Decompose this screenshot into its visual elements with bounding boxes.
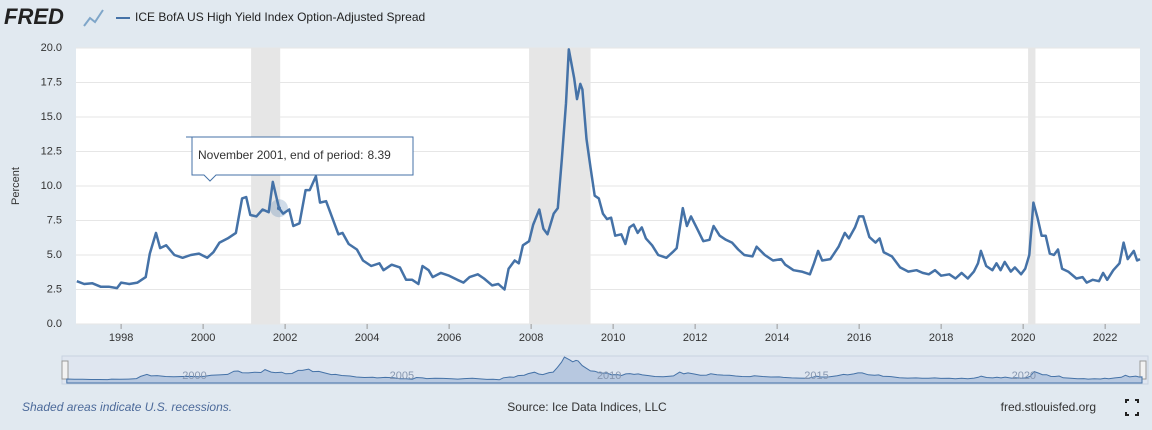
x-tick-label: 2014 xyxy=(765,332,789,344)
y-tick-label: 12.5 xyxy=(41,145,62,157)
legend-label: ICE BofA US High Yield Index Option-Adju… xyxy=(135,10,425,24)
logo-icon xyxy=(83,9,104,27)
y-tick-label: 10.0 xyxy=(41,180,62,192)
logo: FRED xyxy=(4,4,64,29)
x-tick-label: 2004 xyxy=(355,332,379,344)
tooltip: November 2001, end of period: 8.39 xyxy=(186,136,414,182)
tooltip-label: November 2001, end of period: xyxy=(198,148,363,162)
recession-note: Shaded areas indicate U.S. recessions. xyxy=(22,400,232,414)
y-tick-label: 2.5 xyxy=(47,283,62,295)
source: Source: Ice Data Indices, LLC xyxy=(507,400,667,414)
navigator-handle[interactable] xyxy=(1139,360,1147,380)
y-axis-label: Percent xyxy=(10,167,22,205)
x-tick-label: 2012 xyxy=(683,332,707,344)
navigator-area xyxy=(66,356,1143,384)
y-tick-label: 5.0 xyxy=(47,249,62,261)
y-tick-label: 7.5 xyxy=(47,214,62,226)
tooltip-box xyxy=(186,136,414,182)
navigator-tick-label: 2010 xyxy=(597,370,621,382)
navigator-tick-label: 2020 xyxy=(1012,370,1036,382)
navigator-tick-label: 2005 xyxy=(390,370,414,382)
fullscreen-icon[interactable] xyxy=(1125,399,1139,416)
hover-point xyxy=(276,206,281,211)
navigator-tick-label: 2015 xyxy=(804,370,828,382)
x-tick-label: 2000 xyxy=(191,332,215,344)
x-tick-label: 2018 xyxy=(929,332,953,344)
navigator-handle[interactable] xyxy=(61,360,69,380)
x-tick-label: 2010 xyxy=(601,332,625,344)
x-tick-label: 2006 xyxy=(437,332,461,344)
navigator-tick-label: 2000 xyxy=(182,370,206,382)
x-tick-label: 2020 xyxy=(1011,332,1035,344)
x-tick-label: 1998 xyxy=(109,332,133,344)
y-tick-label: 15.0 xyxy=(41,111,62,123)
x-tick-label: 2008 xyxy=(519,332,543,344)
series-line xyxy=(76,48,1141,291)
tooltip-text: November 2001, end of period: 8.39 xyxy=(198,148,391,162)
y-tick-label: 17.5 xyxy=(41,76,62,88)
site[interactable]: fred.stlouisfed.org xyxy=(1001,400,1096,414)
y-tick-label: 0.0 xyxy=(47,318,62,330)
tooltip-value: 8.39 xyxy=(367,148,391,162)
x-tick-label: 2002 xyxy=(273,332,297,344)
x-tick-label: 2022 xyxy=(1093,332,1117,344)
x-tick-label: 2016 xyxy=(847,332,871,344)
y-tick-label: 20.0 xyxy=(41,42,62,54)
